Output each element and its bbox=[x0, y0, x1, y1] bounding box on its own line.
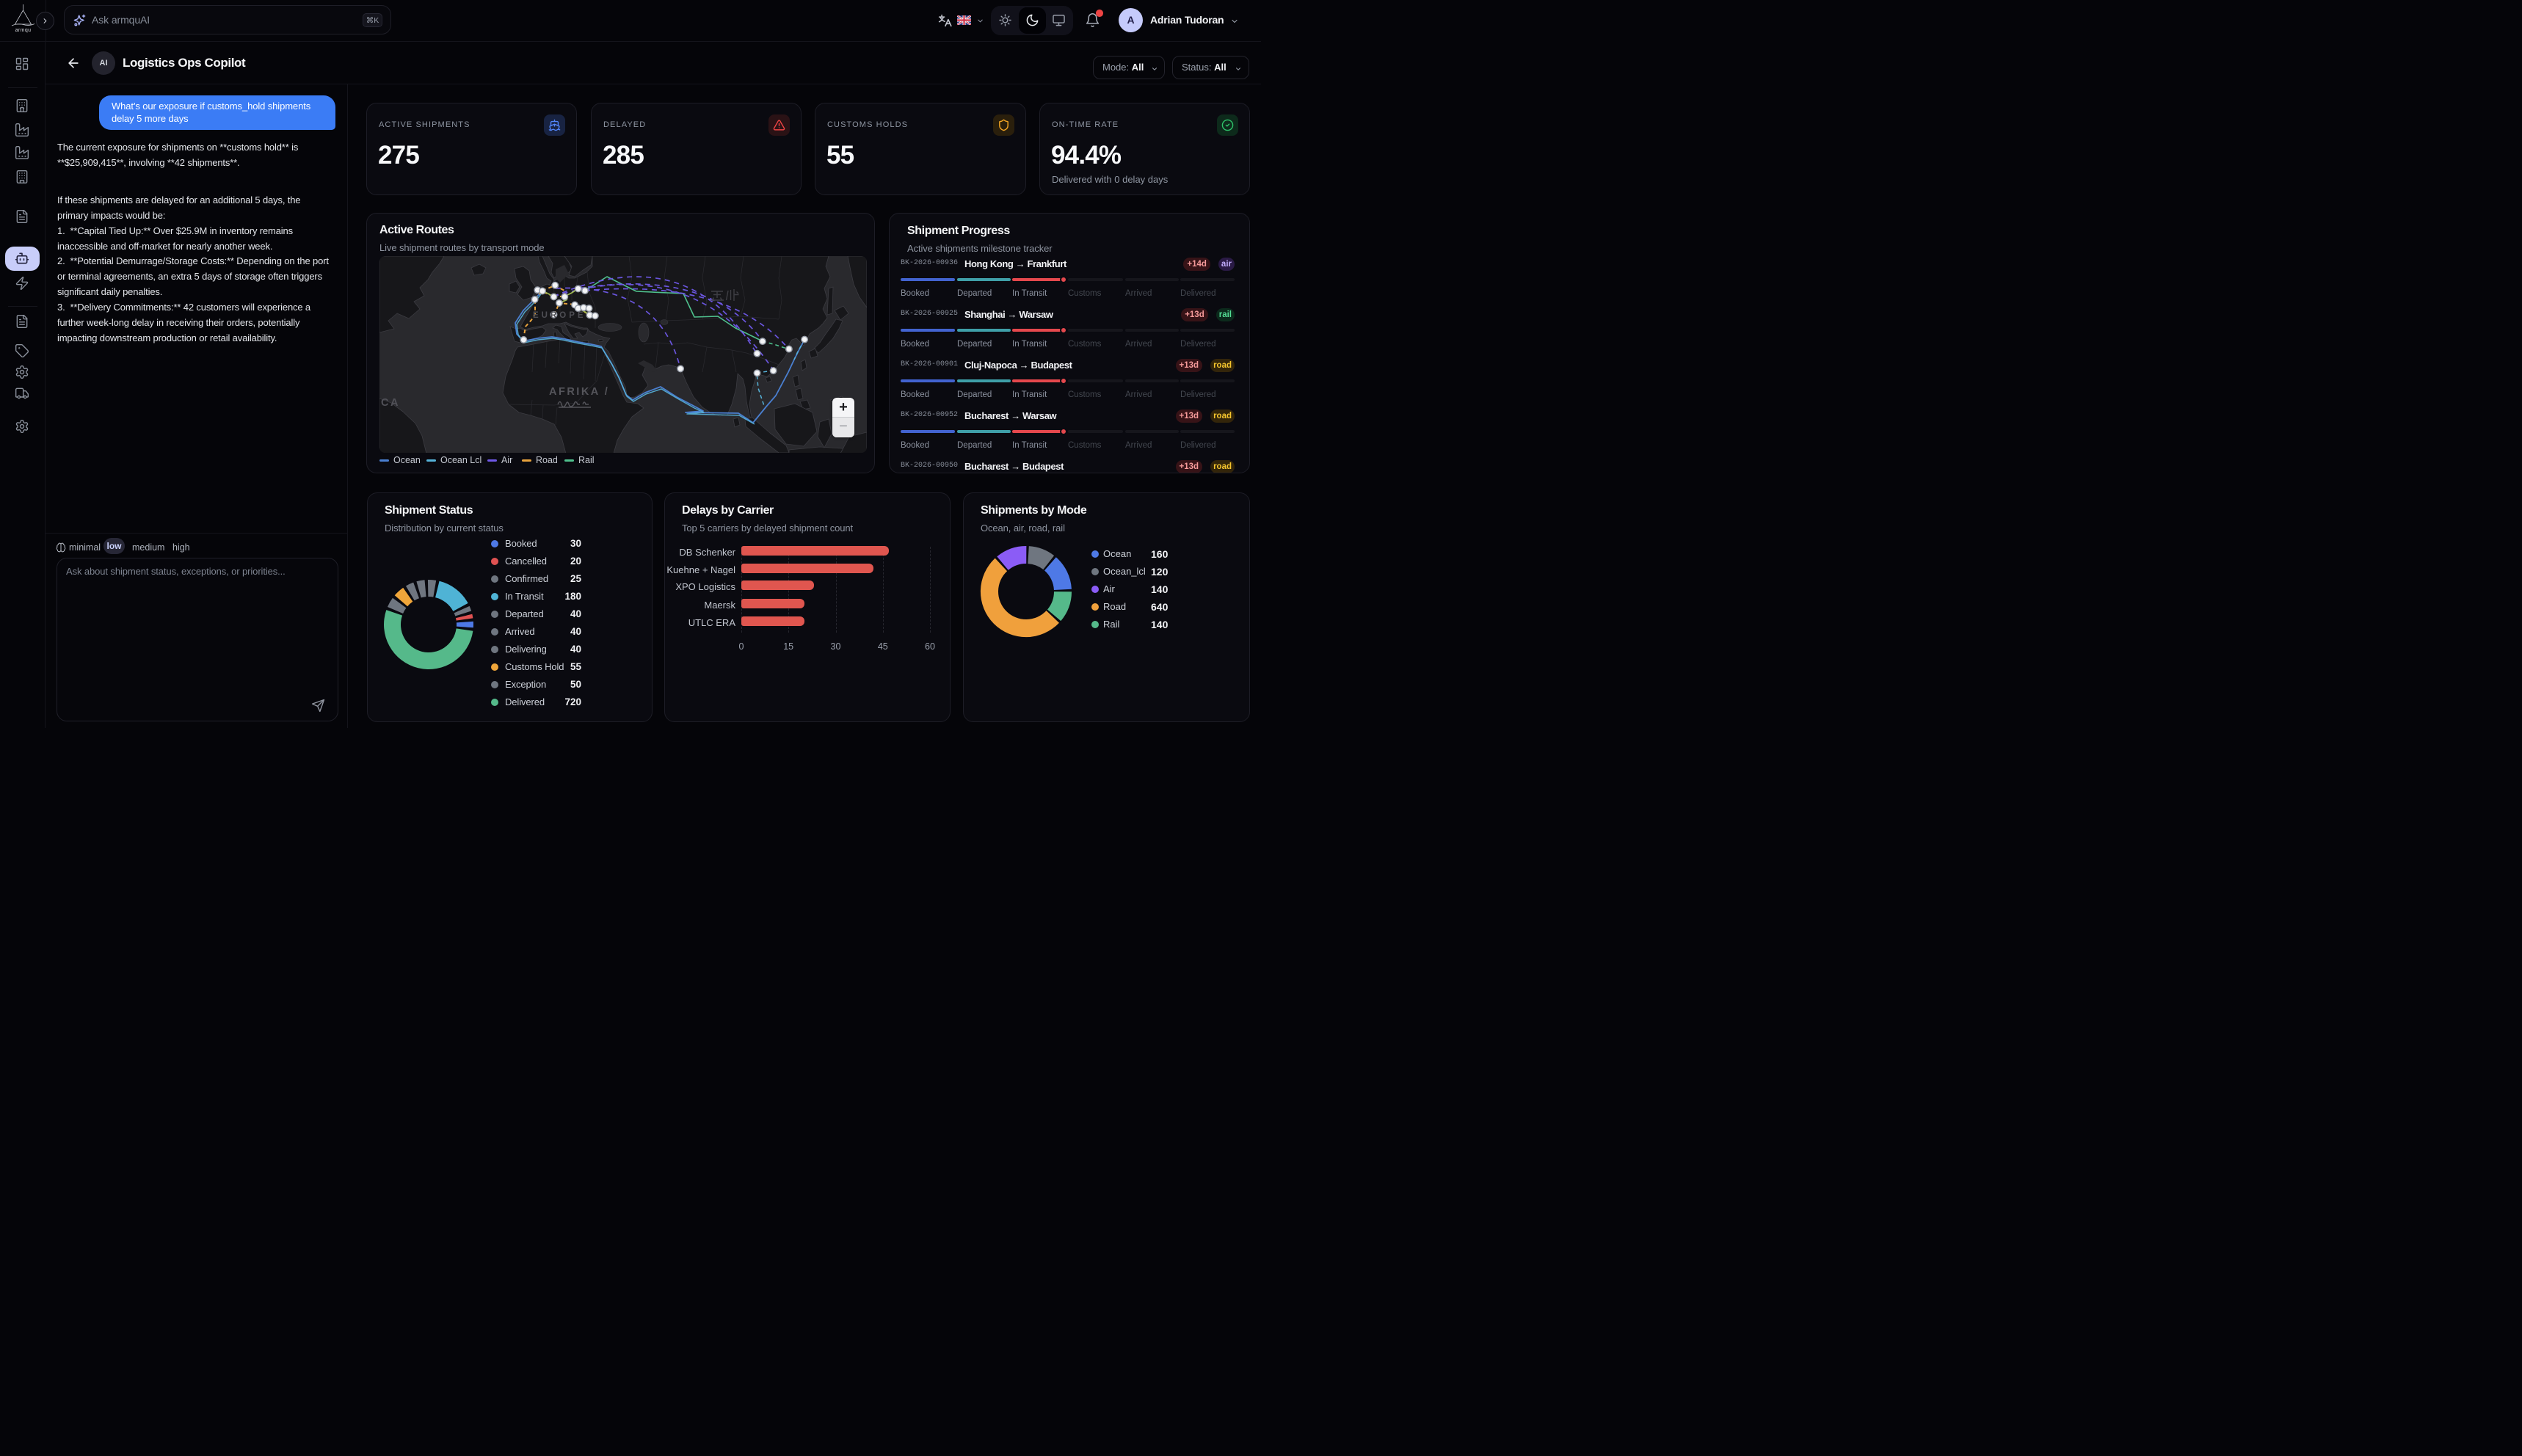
svg-text:armqu: armqu bbox=[15, 28, 32, 33]
svg-text:AFRIKA /: AFRIKA / bbox=[549, 386, 609, 398]
svg-text:CA: CA bbox=[381, 397, 400, 409]
svg-text:EUROPE: EUROPE bbox=[533, 311, 586, 320]
